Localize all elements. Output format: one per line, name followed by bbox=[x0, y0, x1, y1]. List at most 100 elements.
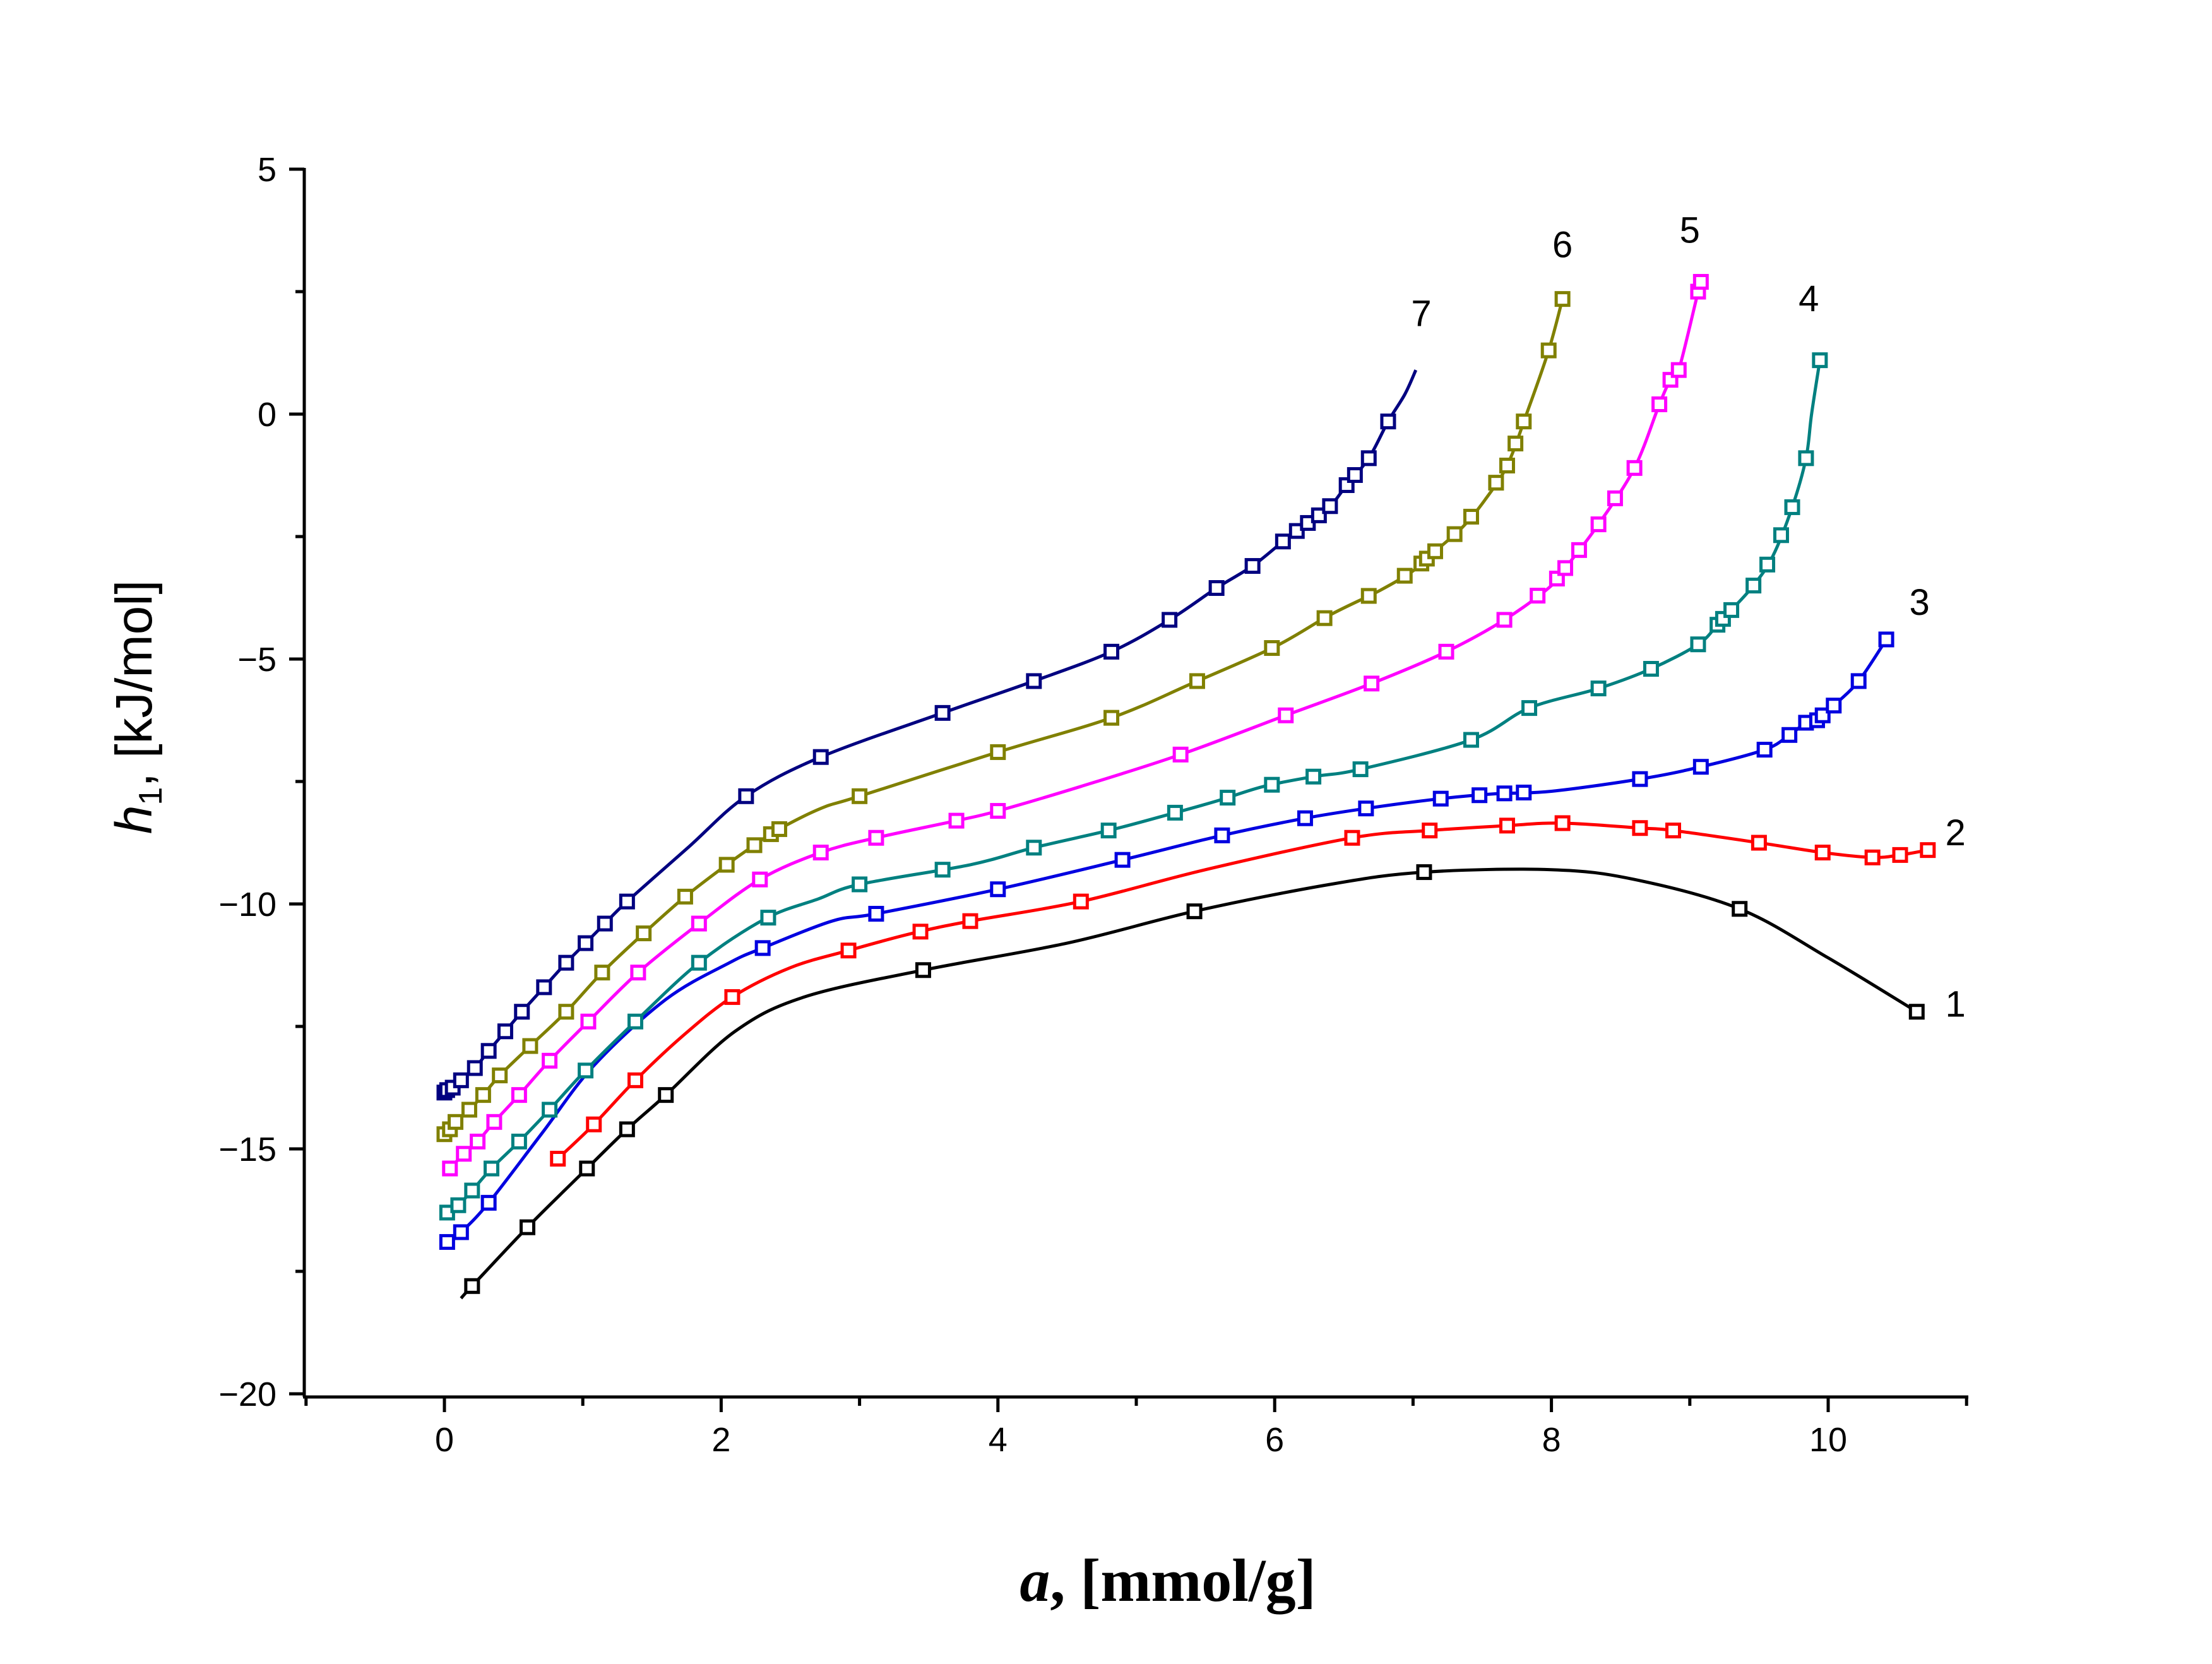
data-point-marker bbox=[1073, 893, 1089, 910]
data-point-marker bbox=[1892, 847, 1908, 863]
data-point-marker bbox=[1472, 787, 1488, 804]
data-point-marker bbox=[619, 1121, 635, 1138]
data-point-marker bbox=[1784, 499, 1800, 515]
data-point-marker bbox=[812, 845, 829, 861]
data-point-marker bbox=[1305, 768, 1322, 785]
data-point-marker bbox=[1499, 817, 1515, 834]
data-point-marker bbox=[1189, 673, 1205, 689]
data-point-marker bbox=[1463, 732, 1479, 748]
data-point-marker bbox=[1438, 643, 1454, 660]
data-point-marker bbox=[520, 1219, 536, 1235]
y-tick-label: −20 bbox=[218, 1376, 276, 1413]
data-point-marker bbox=[1590, 680, 1607, 697]
data-point-marker bbox=[1297, 810, 1313, 826]
data-point-marker bbox=[453, 1072, 469, 1088]
data-point-marker bbox=[1463, 508, 1479, 525]
curve-label-2: 2 bbox=[1946, 812, 1966, 853]
data-point-marker bbox=[486, 1114, 502, 1130]
x-axis-unit: , [mmol/g] bbox=[1050, 1547, 1316, 1614]
x-tick-label: 10 bbox=[1809, 1421, 1847, 1459]
x-tick-label: 6 bbox=[1265, 1421, 1284, 1459]
data-point-marker bbox=[1756, 742, 1773, 758]
data-point-marker bbox=[461, 1102, 477, 1118]
data-point-marker bbox=[771, 821, 787, 837]
data-point-marker bbox=[990, 744, 1006, 760]
data-point-marker bbox=[536, 979, 552, 995]
series-line bbox=[446, 638, 1888, 1244]
data-point-marker bbox=[1723, 602, 1740, 618]
data-point-marker bbox=[480, 1043, 497, 1059]
data-point-marker bbox=[1499, 457, 1515, 473]
data-point-marker bbox=[1607, 490, 1623, 506]
data-point-marker bbox=[448, 1114, 464, 1130]
data-point-marker bbox=[840, 942, 857, 959]
curve-label-5: 5 bbox=[1680, 210, 1700, 251]
series-2 bbox=[550, 815, 1936, 1167]
curve-label-6: 6 bbox=[1552, 225, 1573, 266]
data-point-marker bbox=[1208, 579, 1225, 596]
data-point-marker bbox=[475, 1087, 491, 1103]
axes: 5 0 −5 −10 −15 −20 0 2 4 6 8 10 bbox=[218, 151, 1968, 1459]
data-point-marker bbox=[511, 1087, 527, 1103]
data-point-marker bbox=[1554, 815, 1571, 831]
data-point-marker bbox=[1632, 771, 1648, 787]
data-point-marker bbox=[1665, 823, 1681, 839]
curve-label-4: 4 bbox=[1799, 278, 1819, 319]
data-point-marker bbox=[580, 1013, 597, 1030]
data-point-marker bbox=[578, 935, 594, 951]
data-point-marker bbox=[484, 1160, 500, 1177]
data-point-marker bbox=[934, 704, 951, 721]
data-point-marker bbox=[1908, 1004, 1925, 1020]
data-point-marker bbox=[1692, 759, 1709, 775]
series-line bbox=[448, 280, 1703, 1170]
data-point-marker bbox=[1360, 450, 1377, 467]
data-point-marker bbox=[1427, 543, 1443, 559]
data-point-marker bbox=[1278, 707, 1294, 723]
data-point-marker bbox=[1360, 588, 1377, 604]
data-point-marker bbox=[578, 1062, 594, 1079]
data-point-marker bbox=[752, 871, 768, 888]
data-point-marker bbox=[691, 954, 707, 971]
data-point-marker bbox=[1773, 527, 1789, 544]
data-point-marker bbox=[1446, 526, 1463, 542]
data-point-marker bbox=[1692, 273, 1709, 290]
data-point-marker bbox=[630, 965, 646, 981]
series-1 bbox=[460, 864, 1925, 1300]
data-point-marker bbox=[1745, 578, 1762, 594]
y-tick-label: −15 bbox=[218, 1131, 276, 1168]
data-point-marker bbox=[627, 1072, 643, 1088]
data-point-marker bbox=[738, 788, 754, 804]
data-point-marker bbox=[1864, 849, 1881, 865]
data-point-marker bbox=[1396, 568, 1413, 584]
data-point-marker bbox=[912, 924, 929, 940]
data-point-marker bbox=[558, 1004, 574, 1020]
data-point-marker bbox=[724, 989, 740, 1005]
data-point-marker bbox=[586, 1116, 602, 1132]
data-point-marker bbox=[1557, 560, 1574, 576]
data-point-marker bbox=[1690, 636, 1706, 653]
series-line bbox=[446, 360, 1822, 1215]
curve-label-3: 3 bbox=[1910, 582, 1930, 623]
data-point-marker bbox=[1540, 342, 1557, 359]
data-point-marker bbox=[1358, 800, 1374, 817]
data-point-marker bbox=[915, 962, 931, 978]
data-point-marker bbox=[1244, 558, 1261, 574]
data-point-marker bbox=[746, 837, 763, 853]
data-point-marker bbox=[558, 954, 574, 971]
data-point-marker bbox=[456, 1146, 472, 1162]
data-point-marker bbox=[522, 1038, 538, 1054]
data-point-marker bbox=[962, 913, 978, 929]
data-point-marker bbox=[1416, 864, 1432, 881]
curve-label-7: 7 bbox=[1411, 293, 1431, 334]
series-line bbox=[460, 867, 1918, 1300]
series-5 bbox=[442, 273, 1709, 1177]
y-tick-label: −5 bbox=[237, 641, 276, 679]
data-point-marker bbox=[1380, 413, 1396, 430]
data-point-marker bbox=[948, 812, 965, 829]
data-point-marker bbox=[1172, 746, 1189, 763]
data-point-marker bbox=[1812, 352, 1828, 369]
data-point-marker bbox=[1167, 804, 1183, 821]
data-point-marker bbox=[1759, 556, 1776, 573]
data-point-marker bbox=[1554, 291, 1571, 307]
